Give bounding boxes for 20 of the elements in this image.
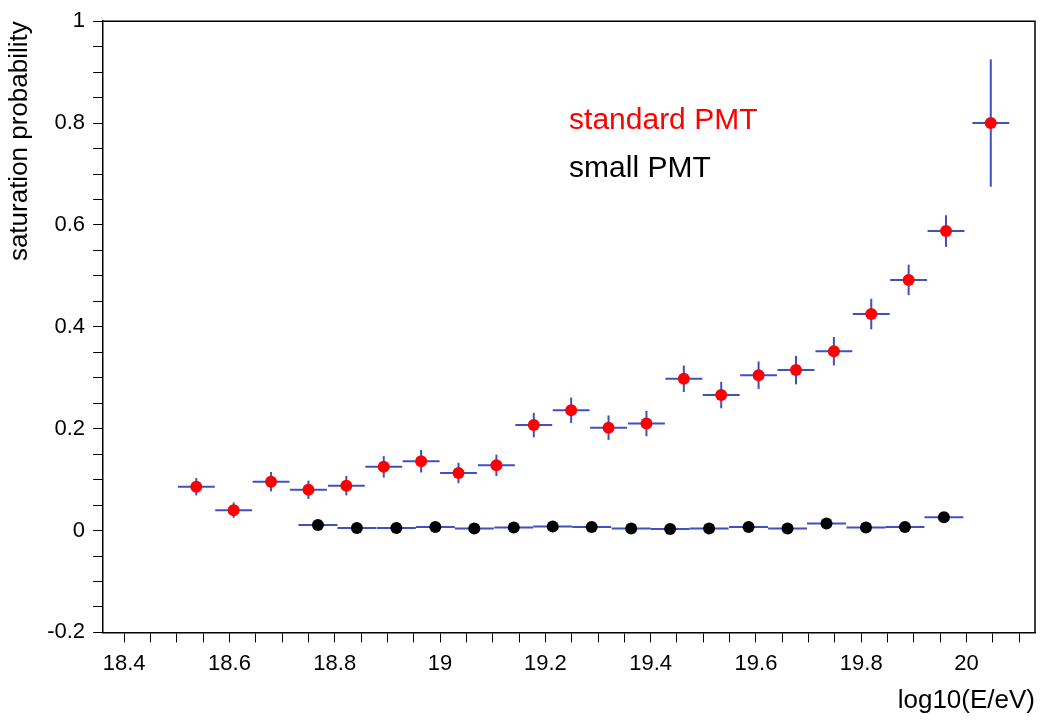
y-tick-label: 0.2 bbox=[54, 414, 86, 440]
x-tick-label: 19.2 bbox=[523, 649, 567, 675]
y-tick-label: 0.6 bbox=[54, 211, 86, 236]
y-tick-label: 0.4 bbox=[54, 312, 86, 338]
x-tick-label: 19 bbox=[427, 649, 453, 675]
y-tick-label: -0.2 bbox=[47, 618, 86, 644]
x-tick-label: 19.4 bbox=[629, 649, 673, 675]
text: small PMT bbox=[569, 150, 711, 184]
x-tick-label: 18.4 bbox=[102, 649, 146, 675]
y-axis-title: saturation probability bbox=[2, 21, 33, 262]
x-tick-label: 20 bbox=[954, 649, 979, 675]
x-tick-label: 19.8 bbox=[839, 649, 883, 675]
y-tick-label: 0 bbox=[72, 516, 86, 542]
y-tick-label: 0.8 bbox=[54, 109, 86, 135]
x-axis-title: log10(E/eV) bbox=[897, 683, 1035, 714]
x-tick-label: 18.6 bbox=[208, 649, 251, 675]
x-tick-label: 18.8 bbox=[313, 649, 357, 675]
x-tick-label: 19.6 bbox=[734, 649, 778, 675]
text: standard PMT bbox=[569, 102, 758, 136]
y-tick-label: 1 bbox=[72, 7, 86, 33]
